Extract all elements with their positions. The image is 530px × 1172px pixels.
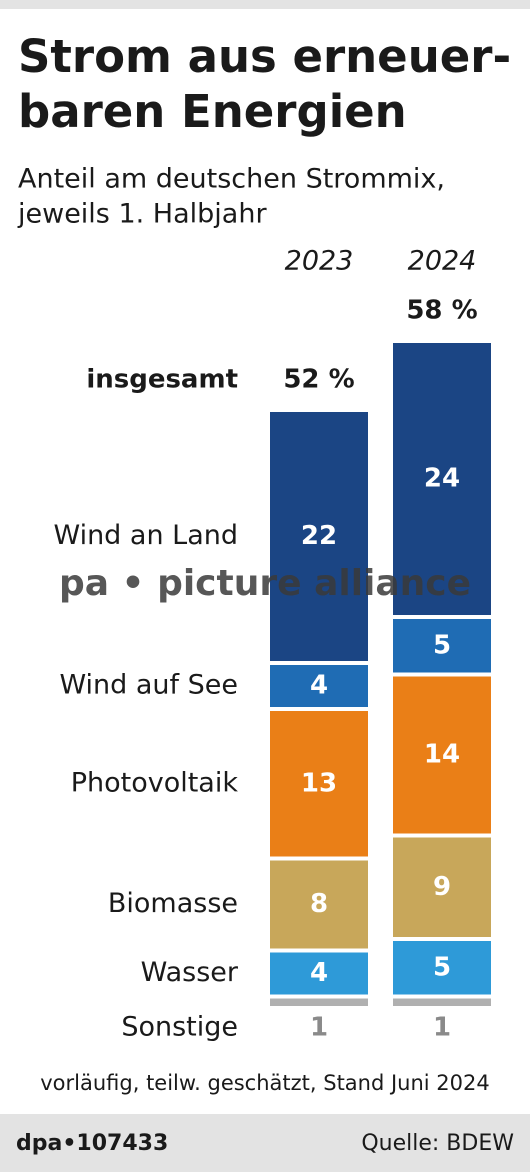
- bar-segment: [270, 998, 368, 1006]
- year-label: 2024: [408, 246, 477, 277]
- bar-segment: [393, 941, 491, 995]
- bar-segment: [270, 711, 368, 857]
- value-label: 1: [310, 1013, 328, 1043]
- title: Strom aus erneuer-: [18, 30, 511, 83]
- category-label: Photovoltaik: [71, 767, 239, 798]
- bar-segment: [270, 665, 368, 707]
- bar-segment: [393, 837, 491, 937]
- value-label: 13: [301, 768, 337, 798]
- title: baren Energien: [18, 85, 407, 138]
- value-label: 5: [433, 952, 451, 982]
- note: vorläufig, teilw. geschätzt, Stand Juni …: [40, 1071, 490, 1095]
- bar-segment: [393, 676, 491, 834]
- category-label: Biomasse: [108, 888, 238, 919]
- value-label: 4: [310, 671, 328, 701]
- bar-segment: [393, 619, 491, 673]
- category-label: Wind an Land: [53, 520, 238, 551]
- bar-segment: [270, 952, 368, 995]
- bar-segment: [270, 412, 368, 661]
- value-label: 4: [310, 958, 328, 988]
- bar-segment: [393, 343, 491, 615]
- value-label: 22: [301, 521, 337, 551]
- year-label: 2023: [285, 246, 354, 277]
- total-name: insgesamt: [86, 365, 238, 395]
- bar-segment: [393, 998, 491, 1006]
- category-label: Wasser: [141, 957, 239, 988]
- value-label: 14: [424, 740, 460, 770]
- value-label: 9: [433, 872, 451, 902]
- value-label: 8: [310, 889, 328, 919]
- subtitle: jeweils 1. Halbjahr: [17, 199, 267, 230]
- value-label: 1: [433, 1013, 451, 1043]
- category-label: Wind auf See: [59, 670, 238, 701]
- footer-bar: [0, 1114, 530, 1172]
- top-strip: [0, 0, 530, 9]
- category-label: Sonstige: [121, 1012, 238, 1043]
- total-label: 52 %: [283, 365, 354, 395]
- footer-source: Quelle: BDEW: [361, 1131, 514, 1156]
- total-label: 58 %: [406, 296, 477, 326]
- footer-id: dpa•107433: [16, 1131, 168, 1156]
- bar-segment: [270, 860, 368, 949]
- subtitle: Anteil am deutschen Strommix,: [18, 164, 445, 195]
- watermark: pa • picture alliance: [59, 563, 471, 604]
- value-label: 5: [433, 630, 451, 660]
- value-label: 24: [424, 464, 460, 494]
